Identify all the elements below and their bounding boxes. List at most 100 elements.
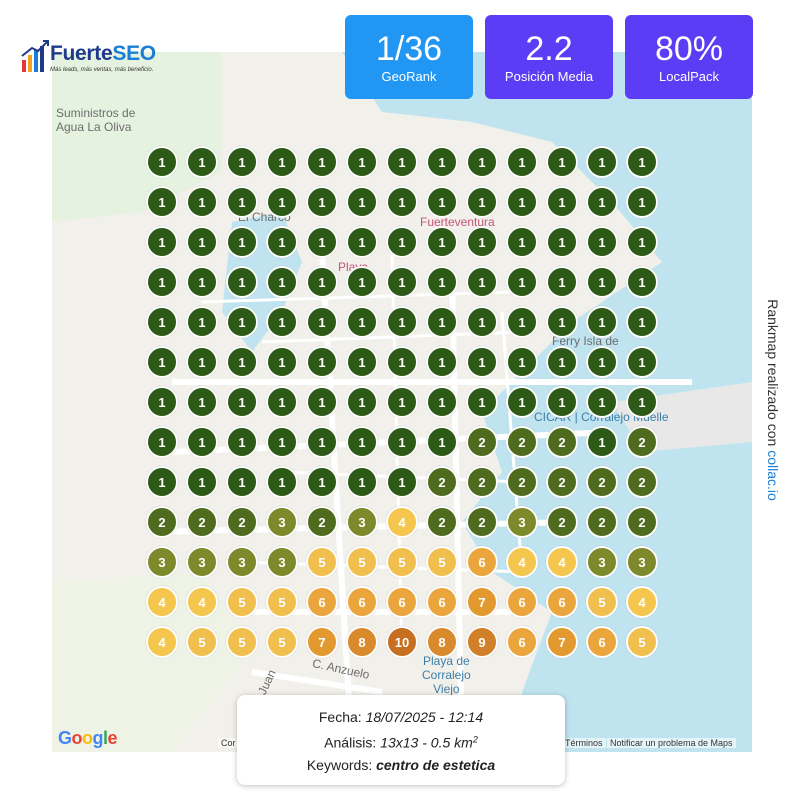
- rank-marker[interactable]: 1: [466, 306, 498, 338]
- map-report-link[interactable]: Notificar un problema de Maps: [607, 738, 736, 748]
- rank-marker[interactable]: 1: [466, 346, 498, 378]
- rank-marker[interactable]: 4: [506, 546, 538, 578]
- rank-marker[interactable]: 1: [506, 386, 538, 418]
- rank-marker[interactable]: 1: [346, 186, 378, 218]
- rank-marker[interactable]: 1: [346, 386, 378, 418]
- rank-marker[interactable]: 1: [466, 266, 498, 298]
- rank-marker[interactable]: 2: [546, 466, 578, 498]
- rank-marker[interactable]: 1: [306, 146, 338, 178]
- rank-marker[interactable]: 1: [146, 186, 178, 218]
- rank-marker[interactable]: 1: [506, 346, 538, 378]
- rank-marker[interactable]: 2: [506, 426, 538, 458]
- rank-marker[interactable]: 1: [306, 386, 338, 418]
- rank-marker[interactable]: 1: [346, 426, 378, 458]
- rank-marker[interactable]: 1: [346, 346, 378, 378]
- rank-marker[interactable]: 2: [586, 466, 618, 498]
- rank-marker[interactable]: 3: [226, 546, 258, 578]
- rank-marker[interactable]: 2: [146, 506, 178, 538]
- rank-marker[interactable]: 1: [266, 186, 298, 218]
- rank-marker[interactable]: 5: [346, 546, 378, 578]
- rank-marker[interactable]: 1: [386, 146, 418, 178]
- rank-marker[interactable]: 1: [226, 146, 258, 178]
- rank-marker[interactable]: 1: [626, 266, 658, 298]
- rank-marker[interactable]: 6: [506, 586, 538, 618]
- rank-marker[interactable]: 2: [226, 506, 258, 538]
- rank-marker[interactable]: 1: [346, 306, 378, 338]
- rank-marker[interactable]: 4: [146, 586, 178, 618]
- rank-marker[interactable]: 1: [266, 346, 298, 378]
- rank-marker[interactable]: 1: [146, 426, 178, 458]
- rank-marker[interactable]: 3: [586, 546, 618, 578]
- rank-marker[interactable]: 1: [306, 306, 338, 338]
- rank-marker[interactable]: 2: [626, 466, 658, 498]
- rank-marker[interactable]: 1: [306, 186, 338, 218]
- rank-marker[interactable]: 3: [266, 546, 298, 578]
- rank-marker[interactable]: 1: [346, 466, 378, 498]
- rank-marker[interactable]: 1: [226, 426, 258, 458]
- rank-marker[interactable]: 1: [386, 426, 418, 458]
- rank-marker[interactable]: 6: [586, 626, 618, 658]
- rank-marker[interactable]: 7: [466, 586, 498, 618]
- rank-marker[interactable]: 1: [186, 306, 218, 338]
- rank-marker[interactable]: 3: [186, 546, 218, 578]
- rank-marker[interactable]: 1: [586, 146, 618, 178]
- rank-marker[interactable]: 1: [306, 426, 338, 458]
- rank-marker[interactable]: 5: [186, 626, 218, 658]
- rank-marker[interactable]: 1: [546, 306, 578, 338]
- rank-marker[interactable]: 1: [146, 266, 178, 298]
- rank-marker[interactable]: 1: [586, 426, 618, 458]
- rank-marker[interactable]: 1: [146, 346, 178, 378]
- rank-marker[interactable]: 1: [386, 266, 418, 298]
- rank-marker[interactable]: 4: [626, 586, 658, 618]
- rank-marker[interactable]: 10: [386, 626, 418, 658]
- rank-marker[interactable]: 1: [426, 306, 458, 338]
- rank-marker[interactable]: 1: [186, 346, 218, 378]
- rank-marker[interactable]: 1: [546, 346, 578, 378]
- rank-marker[interactable]: 1: [266, 466, 298, 498]
- rank-marker[interactable]: 1: [426, 186, 458, 218]
- rank-marker[interactable]: 1: [466, 186, 498, 218]
- rank-marker[interactable]: 1: [546, 266, 578, 298]
- rank-marker[interactable]: 1: [346, 226, 378, 258]
- rank-marker[interactable]: 7: [546, 626, 578, 658]
- rank-marker[interactable]: 1: [266, 266, 298, 298]
- rank-marker[interactable]: 3: [146, 546, 178, 578]
- rank-marker[interactable]: 1: [506, 226, 538, 258]
- rank-marker[interactable]: 1: [186, 226, 218, 258]
- rank-marker[interactable]: 1: [186, 186, 218, 218]
- rank-marker[interactable]: 1: [186, 426, 218, 458]
- rank-marker[interactable]: 1: [426, 386, 458, 418]
- rank-marker[interactable]: 5: [306, 546, 338, 578]
- rank-marker[interactable]: 1: [506, 186, 538, 218]
- rank-marker[interactable]: 1: [586, 186, 618, 218]
- rank-marker[interactable]: 8: [426, 626, 458, 658]
- rank-marker[interactable]: 1: [466, 226, 498, 258]
- rank-marker[interactable]: 5: [586, 586, 618, 618]
- rank-marker[interactable]: 2: [546, 426, 578, 458]
- rank-marker[interactable]: 1: [306, 466, 338, 498]
- rank-marker[interactable]: 1: [266, 306, 298, 338]
- rank-marker[interactable]: 5: [426, 546, 458, 578]
- rank-marker[interactable]: 1: [146, 226, 178, 258]
- rank-marker[interactable]: 1: [386, 186, 418, 218]
- rank-marker[interactable]: 7: [306, 626, 338, 658]
- rank-marker[interactable]: 1: [546, 386, 578, 418]
- rank-marker[interactable]: 4: [146, 626, 178, 658]
- rank-marker[interactable]: 8: [346, 626, 378, 658]
- rank-marker[interactable]: 2: [586, 506, 618, 538]
- rank-marker[interactable]: 2: [466, 466, 498, 498]
- rank-marker[interactable]: 1: [146, 146, 178, 178]
- rank-marker[interactable]: 1: [626, 346, 658, 378]
- rank-marker[interactable]: 1: [306, 346, 338, 378]
- rank-marker[interactable]: 2: [466, 506, 498, 538]
- rank-marker[interactable]: 4: [186, 586, 218, 618]
- rank-marker[interactable]: 1: [386, 226, 418, 258]
- rank-marker[interactable]: 1: [226, 226, 258, 258]
- rank-marker[interactable]: 2: [426, 466, 458, 498]
- rank-marker[interactable]: 1: [226, 346, 258, 378]
- rank-marker[interactable]: 6: [466, 546, 498, 578]
- rank-marker[interactable]: 6: [546, 586, 578, 618]
- rank-marker[interactable]: 1: [546, 226, 578, 258]
- rank-marker[interactable]: 5: [226, 586, 258, 618]
- rank-marker[interactable]: 1: [426, 226, 458, 258]
